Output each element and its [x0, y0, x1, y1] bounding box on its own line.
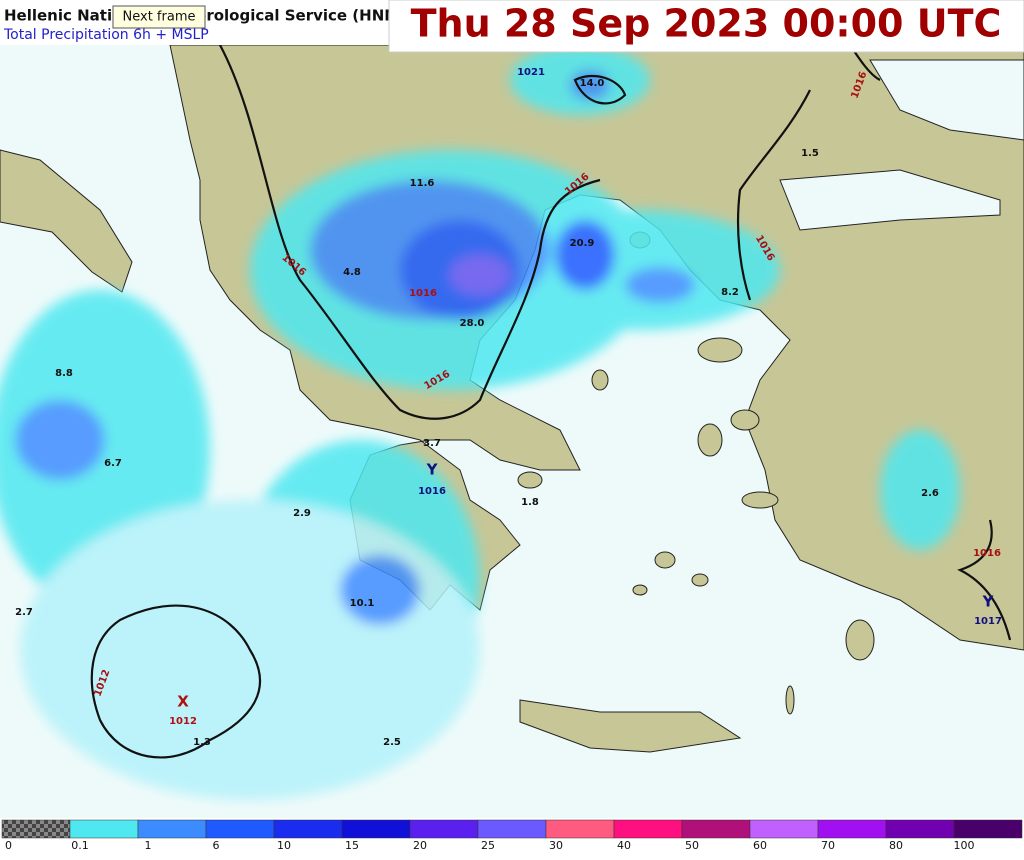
tooltip: Next frame	[123, 10, 196, 25]
colorbar-box	[137, 819, 207, 839]
land	[519, 699, 742, 753]
subtitle: Total Precipitation 6h + MSLP	[3, 27, 209, 43]
center-pressure: 1012	[169, 716, 197, 727]
land	[0, 149, 133, 293]
precip-label: 11.6	[410, 178, 435, 189]
precip-label: 6.7	[104, 458, 122, 469]
precip-label: 3.7	[423, 438, 441, 449]
isobar-label: 1016	[409, 288, 437, 299]
colorbar-label: 10	[277, 839, 291, 852]
islands	[517, 231, 875, 715]
colorbar-label: 60	[753, 839, 767, 852]
colorbar-box	[953, 819, 1023, 839]
precip-label: 2.7	[15, 607, 33, 618]
center-pressure: 1017	[974, 616, 1002, 627]
isobars	[90, 44, 1012, 759]
colorbar-label: 50	[685, 839, 699, 852]
center-symbol: X	[177, 693, 189, 711]
sea	[869, 59, 1024, 141]
precip-label: 8.2	[721, 287, 739, 298]
colorbar-box	[273, 819, 343, 839]
center-pressure: 1016	[418, 486, 446, 497]
isobar-labels: 1016 1016 1016 1016 1016 1016 1016 1012	[93, 70, 1001, 698]
date-box	[388, 0, 1024, 53]
colorbar-label: 40	[617, 839, 631, 852]
center-symbol: Y	[426, 461, 439, 479]
colorbar-label: 30	[549, 839, 563, 852]
precip-label: 4.8	[343, 267, 361, 278]
center-symbol: Y	[982, 593, 995, 611]
colorbar-label: 1	[145, 839, 152, 852]
valid-time: Thu 28 Sep 2023 00:00 UTC	[411, 2, 1002, 46]
colorbar-box	[681, 819, 751, 839]
precip-label: 1.5	[801, 148, 819, 159]
precip-label: 2.6	[921, 488, 939, 499]
precip-label: 28.0	[460, 318, 485, 329]
precip-label: 8.8	[55, 368, 73, 379]
colorbar-box	[545, 819, 615, 839]
precip-label: 1.3	[193, 737, 211, 748]
precip-labels: 14.0 11.6 4.8 28.0 20.9 1.5 8.2 8.8 6.7 …	[15, 78, 939, 748]
precip-label: 14.0	[580, 78, 605, 89]
colorbar-box	[477, 819, 547, 839]
isobar-label: 1016	[973, 548, 1001, 559]
colorbar-label: 100	[954, 839, 975, 852]
colorbar-box	[205, 819, 275, 839]
colorbar-box	[341, 819, 411, 839]
precip-label: 10.1	[350, 598, 375, 609]
precip-label: 1.8	[521, 497, 539, 508]
tooltip-box	[112, 5, 206, 29]
colorbar-box	[1, 819, 71, 839]
colorbar-box	[817, 819, 887, 839]
pressure-centers: Y 1016 Y 1017 X 1012 1021	[169, 67, 1002, 727]
precip-label: 20.9	[570, 238, 595, 249]
colorbar-label: 6	[213, 839, 220, 852]
colorbar-box	[69, 819, 139, 839]
colorbar-box	[885, 819, 955, 839]
colorbar-label: 25	[481, 839, 495, 852]
precip-label: 2.9	[293, 508, 311, 519]
colorbar-box	[409, 819, 479, 839]
colorbar-label: 20	[413, 839, 427, 852]
colorbar-label: 0.1	[71, 839, 89, 852]
colorbar-label: 15	[345, 839, 359, 852]
high-label: 1021	[517, 67, 545, 78]
precip-label: 2.5	[383, 737, 401, 748]
colorbar: 0 0.1 1 6 10 15 20 25 30 40 50 60 70 80 100	[1, 819, 1023, 852]
colorbar-label: 70	[821, 839, 835, 852]
colorbar-box	[749, 819, 819, 839]
sea	[779, 169, 1001, 231]
map: 14.0 11.6 4.8 28.0 20.9 1.5 8.2 8.8 6.7 …	[0, 44, 1024, 818]
colorbar-label: 0	[5, 839, 12, 852]
colorbar-box	[613, 819, 683, 839]
colorbar-label: 80	[889, 839, 903, 852]
title: Hellenic National Meteorological Service…	[4, 7, 417, 25]
